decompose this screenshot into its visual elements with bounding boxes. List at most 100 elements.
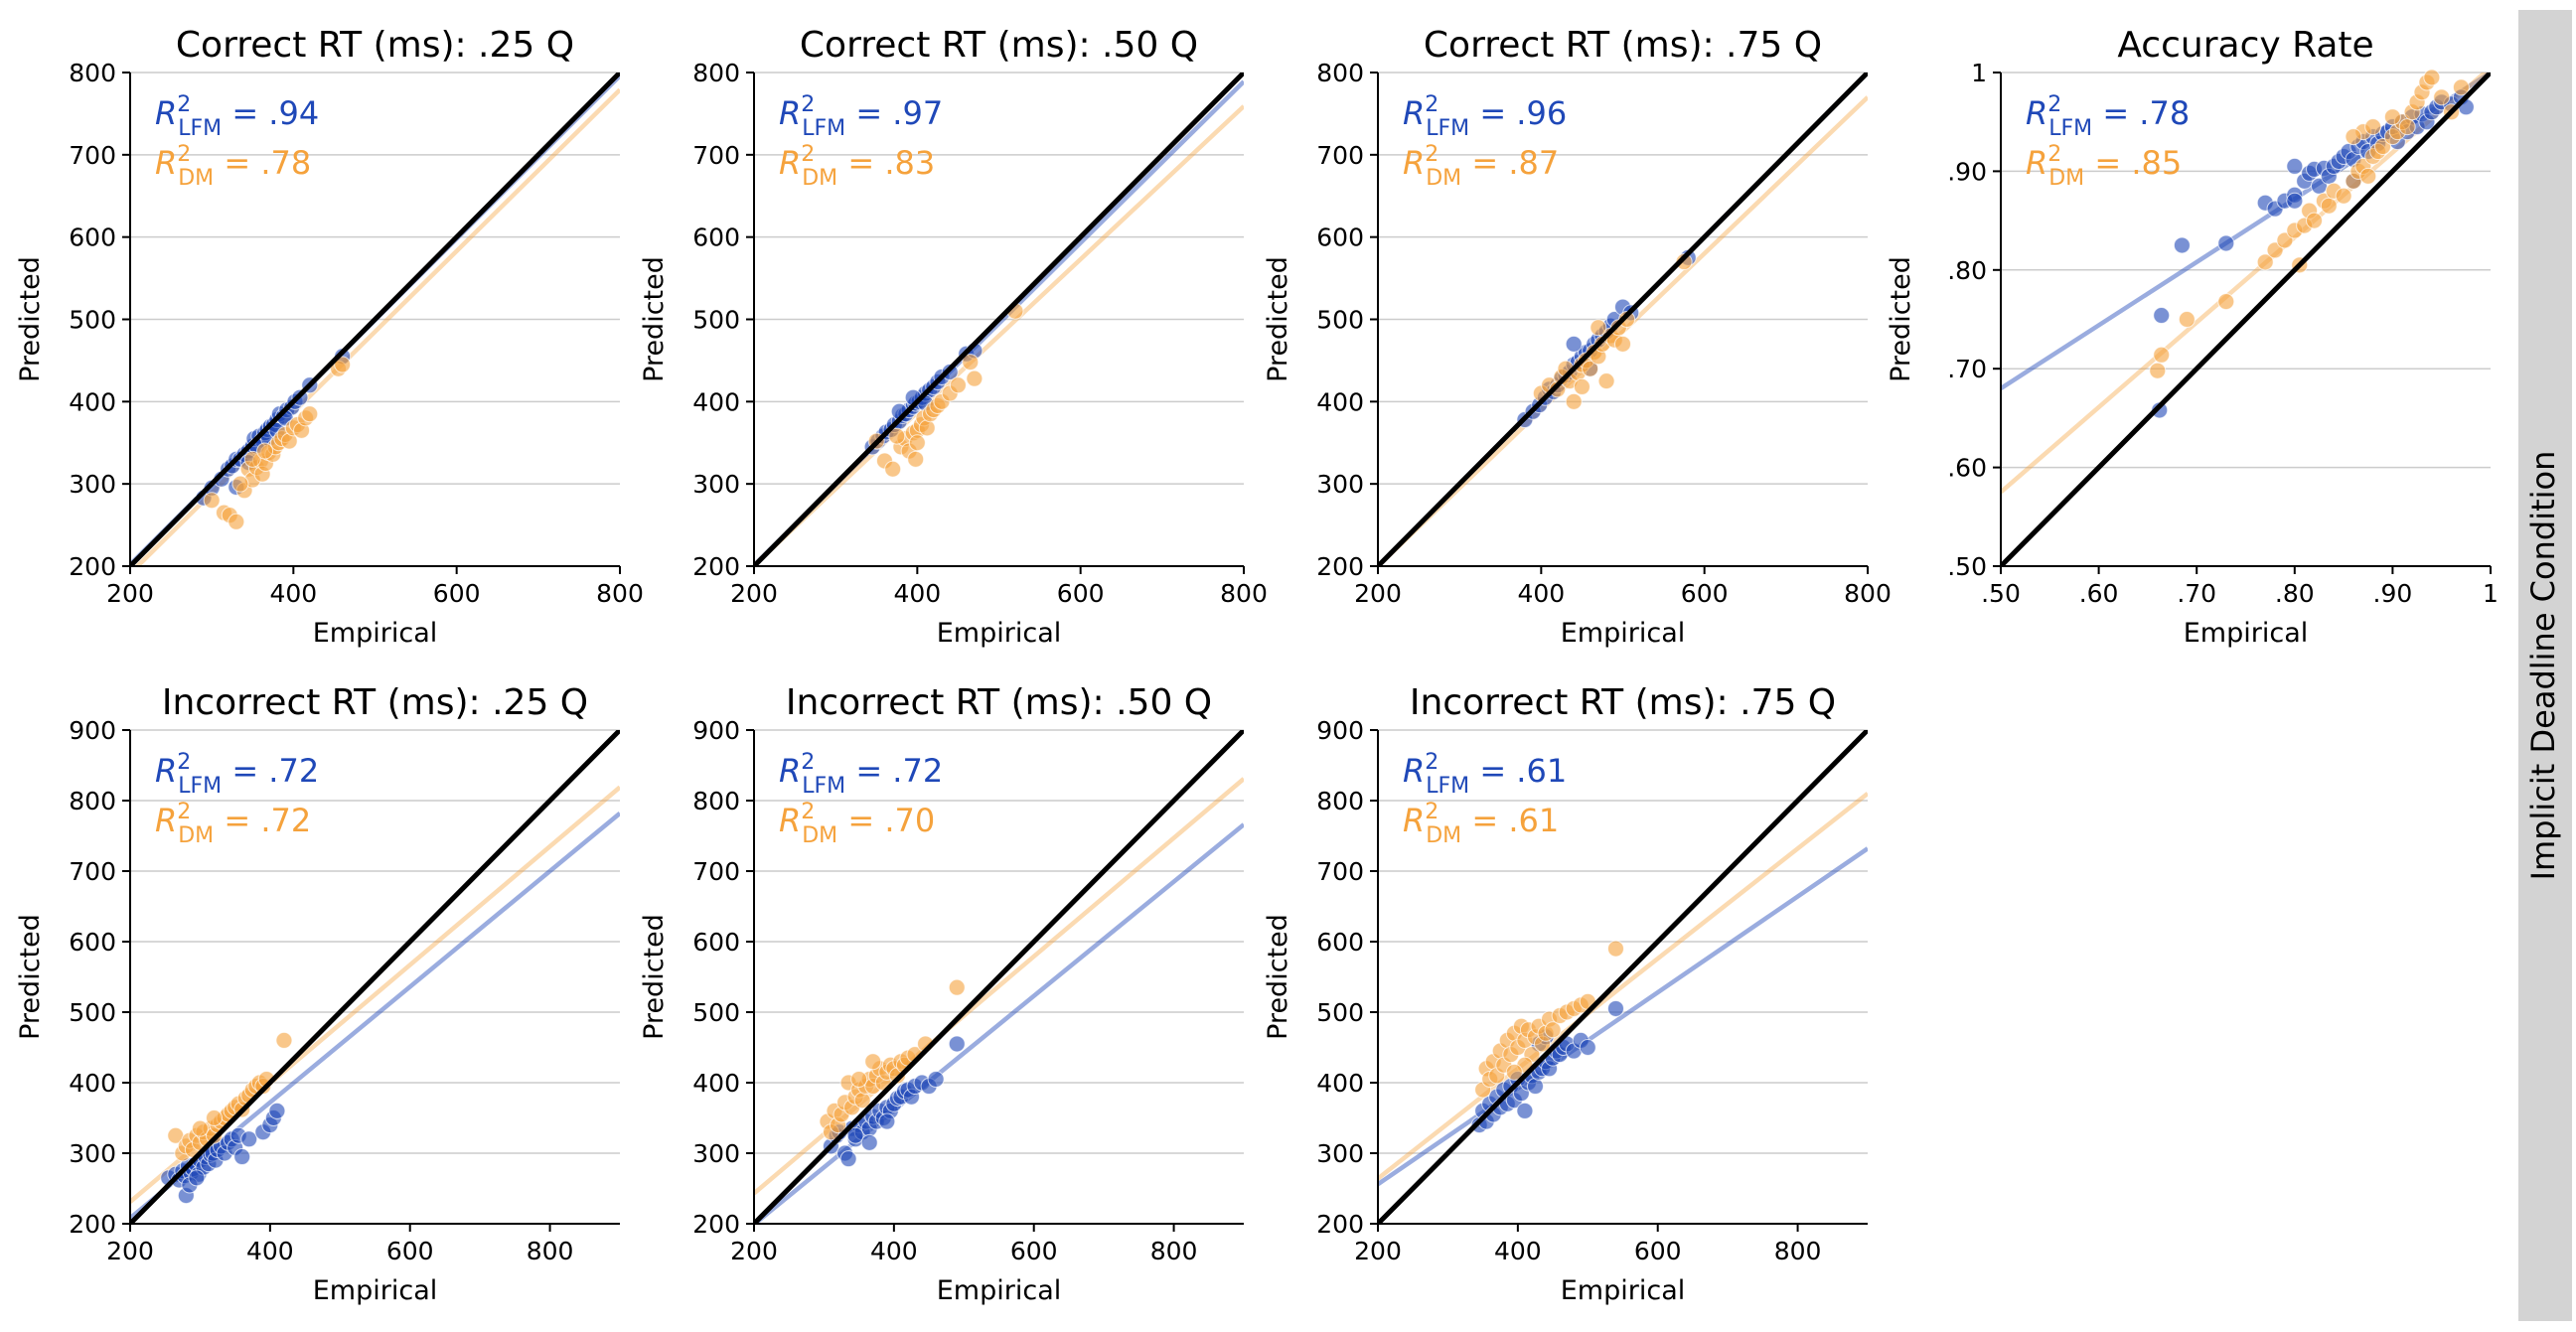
x-tick-label: 400 bbox=[893, 579, 941, 608]
x-tick-label: 200 bbox=[730, 1237, 778, 1265]
y-tick-label: 300 bbox=[692, 1139, 740, 1168]
point-dm bbox=[962, 354, 980, 371]
y-tick-label: 200 bbox=[69, 552, 116, 581]
x-tick-label: 400 bbox=[246, 1237, 294, 1265]
point-dm bbox=[2423, 69, 2441, 86]
r2-annotation-lfm: R2 LFM = .97 bbox=[779, 92, 943, 141]
y-tick-label: 500 bbox=[1316, 998, 1364, 1027]
point-dm bbox=[1606, 940, 1624, 958]
r2-annotation-dm: R2 DM = .87 bbox=[1403, 142, 1559, 191]
x-tick-label: 600 bbox=[1634, 1237, 1682, 1265]
x-tick-label: 600 bbox=[1681, 579, 1729, 608]
point-dm bbox=[2398, 118, 2416, 136]
point-dm bbox=[918, 419, 936, 437]
y-tick-label: 500 bbox=[692, 306, 740, 335]
chart-panel-4: .50 .60 .70 .80 .90 1 .50 .60 .70 .80 .90 1 Accuracy… bbox=[1886, 25, 2499, 649]
chart-panel-6: 200 400 600 800 200 300 400 500 600 700 800 900 Inco… bbox=[639, 682, 1244, 1306]
point-lfm bbox=[948, 1035, 966, 1053]
point-lfm bbox=[860, 1133, 878, 1151]
y-tick-label: 200 bbox=[692, 1210, 740, 1239]
r2-annotation-lfm: R2 LFM = .96 bbox=[1403, 92, 1567, 141]
panels: 200 400 600 800 200 300 400 500 600 700 800 Correct… bbox=[15, 25, 2499, 1306]
point-lfm bbox=[1579, 1039, 1596, 1056]
point-dm bbox=[2359, 167, 2377, 185]
y-tick-label: 500 bbox=[1316, 306, 1364, 335]
y-tick-label: 700 bbox=[1316, 857, 1364, 886]
chart-panel-1: 200 400 600 800 200 300 400 500 600 700 800 Correct… bbox=[15, 25, 644, 649]
identity-line bbox=[754, 73, 1244, 566]
x-tick-label: 200 bbox=[106, 579, 154, 608]
point-lfm bbox=[188, 1169, 206, 1187]
point-lfm bbox=[1526, 1078, 1544, 1096]
point-dm bbox=[888, 427, 906, 445]
y-tick-label: 300 bbox=[69, 1139, 116, 1168]
y-axis-label: Predicted bbox=[1263, 914, 1293, 1040]
x-axis-label: Empirical bbox=[2184, 618, 2309, 649]
point-dm bbox=[1544, 1021, 1562, 1039]
point-dm bbox=[864, 1053, 882, 1071]
identity-line bbox=[2001, 73, 2491, 566]
y-axis-label: Predicted bbox=[15, 256, 46, 382]
x-tick-label: .50 bbox=[1981, 579, 2021, 608]
fit-line-lfm bbox=[1378, 846, 1868, 1187]
point-dm bbox=[1505, 1063, 1523, 1081]
point-dm bbox=[2433, 88, 2451, 106]
y-tick-label: 400 bbox=[1316, 1069, 1364, 1098]
x-tick-label: 400 bbox=[870, 1237, 918, 1265]
point-dm bbox=[850, 1070, 868, 1088]
chart-title: Accuracy Rate bbox=[2117, 25, 2373, 66]
y-tick-label: 700 bbox=[69, 857, 116, 886]
point-dm bbox=[908, 434, 926, 452]
point-lfm bbox=[846, 1126, 864, 1144]
point-lfm bbox=[2153, 307, 2171, 325]
chart-title: Correct RT (ms): .50 Q bbox=[800, 25, 1198, 66]
y-axis-label: Predicted bbox=[15, 914, 46, 1040]
chart-title: Incorrect RT (ms): .50 Q bbox=[786, 682, 1212, 723]
x-tick-label: 800 bbox=[527, 1237, 574, 1265]
point-dm bbox=[206, 1110, 224, 1126]
x-tick-label: 800 bbox=[1774, 1237, 1822, 1265]
y-tick-label: 800 bbox=[692, 787, 740, 815]
y-tick-label: 200 bbox=[1316, 1210, 1364, 1239]
point-dm bbox=[227, 513, 245, 530]
y-tick-label: 600 bbox=[1316, 223, 1364, 252]
y-tick-label: 200 bbox=[69, 1210, 116, 1239]
fit-line-dm bbox=[1378, 792, 1868, 1181]
point-dm bbox=[231, 475, 249, 493]
x-tick-label: 800 bbox=[1150, 1237, 1198, 1265]
x-tick-label: .60 bbox=[2079, 579, 2119, 608]
point-lfm bbox=[2217, 234, 2235, 252]
x-tick-label: 600 bbox=[386, 1237, 434, 1265]
point-lfm bbox=[1606, 999, 1624, 1017]
x-tick-label: 1 bbox=[2483, 579, 2499, 608]
y-tick-label: 400 bbox=[69, 387, 116, 416]
point-dm bbox=[1614, 335, 1631, 353]
x-axis-label: Empirical bbox=[313, 1275, 438, 1306]
y-axis-label: Predicted bbox=[1263, 256, 1293, 382]
point-dm bbox=[2320, 197, 2338, 215]
identity-line bbox=[130, 730, 620, 1224]
y-tick-label: 800 bbox=[69, 59, 116, 87]
y-tick-label: 800 bbox=[692, 59, 740, 87]
point-lfm bbox=[2173, 236, 2191, 254]
x-tick-label: 600 bbox=[433, 579, 481, 608]
x-tick-label: 200 bbox=[106, 1237, 154, 1265]
y-tick-label: .70 bbox=[1947, 355, 1987, 383]
y-tick-label: 400 bbox=[692, 387, 740, 416]
r2-annotation-lfm: R2 LFM = .61 bbox=[1403, 750, 1567, 799]
y-tick-label: 300 bbox=[692, 470, 740, 499]
r2-annotation-dm: R2 DM = .70 bbox=[779, 800, 935, 848]
y-tick-label: 500 bbox=[692, 998, 740, 1027]
point-dm bbox=[1675, 253, 1693, 271]
point-lfm bbox=[2286, 192, 2304, 210]
point-dm bbox=[2153, 346, 2171, 364]
point-dm bbox=[2178, 311, 2196, 328]
x-tick-label: 200 bbox=[1354, 1237, 1402, 1265]
y-tick-label: .60 bbox=[1947, 454, 1987, 483]
r2-annotation-lfm: R2 LFM = .78 bbox=[2026, 92, 2190, 141]
fit-line-lfm bbox=[754, 822, 1244, 1224]
r2-annotation-dm: R2 DM = .78 bbox=[155, 142, 311, 191]
x-tick-label: .80 bbox=[2275, 579, 2315, 608]
point-dm bbox=[1565, 392, 1583, 410]
